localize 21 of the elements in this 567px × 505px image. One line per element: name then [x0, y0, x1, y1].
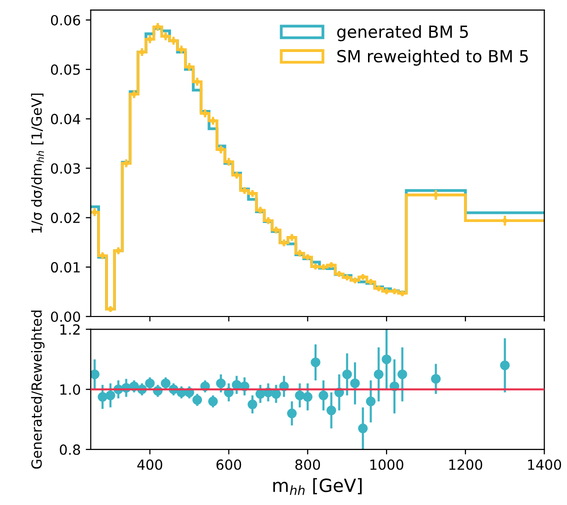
- x-tick-label: 400: [137, 459, 162, 470]
- y-tick-label: 1.2: [60, 324, 80, 335]
- y-axis-title: Generated/Reweighted: [31, 310, 45, 469]
- y-axis-title: 1/σ dσ/dm$_{hh}$ [1/GeV]: [31, 94, 44, 233]
- x-tick-label: 1400: [528, 459, 562, 470]
- y-tick-label: 0.05: [50, 64, 80, 75]
- y-tick-label: 1.0: [60, 384, 80, 395]
- y-tick-label: 0.8: [60, 444, 80, 455]
- legend-label: generated BM 5: [337, 25, 468, 42]
- legend-label: SM reweighted to BM 5: [337, 50, 528, 66]
- y-tick-label: 0.01: [50, 262, 80, 273]
- x-tick-label: 1000: [370, 459, 404, 470]
- y-tick-label: 0.04: [50, 114, 80, 124]
- y-tick-label: 0.02: [50, 212, 80, 224]
- x-axis-title: m$_{hh}$ [GeV]: [273, 478, 362, 495]
- x-tick-label: 1200: [449, 459, 482, 470]
- x-tick-label: 600: [216, 459, 242, 470]
- x-tick-label: 800: [295, 459, 320, 470]
- y-tick-label: 0.00: [50, 311, 80, 322]
- y-tick-label: 0.03: [50, 163, 80, 174]
- y-tick-label: 0.06: [50, 14, 80, 26]
